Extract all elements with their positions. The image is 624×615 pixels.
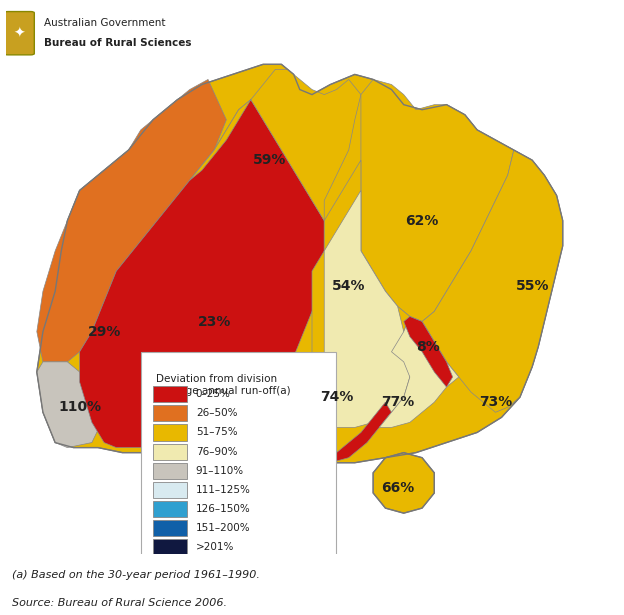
Text: 74%: 74% bbox=[319, 390, 353, 404]
Text: Bureau of Rural Sciences: Bureau of Rural Sciences bbox=[44, 38, 191, 49]
FancyBboxPatch shape bbox=[141, 352, 336, 569]
Text: Source: Bureau of Rural Science 2006.: Source: Bureau of Rural Science 2006. bbox=[12, 598, 227, 608]
Bar bbox=[153, 539, 187, 555]
Bar bbox=[153, 424, 187, 440]
Text: 66%: 66% bbox=[381, 481, 414, 495]
Text: 62%: 62% bbox=[406, 213, 439, 228]
Bar bbox=[153, 443, 187, 459]
Polygon shape bbox=[404, 317, 452, 387]
Text: 23%: 23% bbox=[197, 314, 231, 328]
Bar bbox=[153, 482, 187, 498]
Text: Deviation from division
average annual run-off(a): Deviation from division average annual r… bbox=[156, 375, 291, 396]
Text: 59%: 59% bbox=[253, 153, 286, 167]
Polygon shape bbox=[361, 79, 514, 322]
Text: 8%: 8% bbox=[416, 339, 440, 354]
Text: 77%: 77% bbox=[381, 395, 414, 409]
Text: 111–125%: 111–125% bbox=[196, 485, 251, 495]
Text: 110%: 110% bbox=[58, 400, 101, 415]
Polygon shape bbox=[312, 160, 410, 418]
Text: 0–25%: 0–25% bbox=[196, 389, 231, 399]
Text: 51–75%: 51–75% bbox=[196, 427, 238, 437]
Text: ✦: ✦ bbox=[14, 26, 25, 40]
Text: 91–110%: 91–110% bbox=[196, 466, 244, 476]
Polygon shape bbox=[324, 191, 410, 427]
Text: 26–50%: 26–50% bbox=[196, 408, 237, 418]
Polygon shape bbox=[269, 402, 391, 462]
Text: 29%: 29% bbox=[87, 325, 121, 339]
Text: (a) Based on the 30-year period 1961–1990.: (a) Based on the 30-year period 1961–199… bbox=[12, 570, 260, 580]
Bar bbox=[153, 520, 187, 536]
Polygon shape bbox=[373, 453, 434, 513]
Text: 55%: 55% bbox=[515, 279, 549, 293]
Bar bbox=[153, 501, 187, 517]
Text: Australian Government: Australian Government bbox=[44, 18, 165, 28]
Text: 151–200%: 151–200% bbox=[196, 523, 250, 533]
Polygon shape bbox=[379, 317, 459, 427]
Text: 73%: 73% bbox=[479, 395, 512, 409]
Text: >201%: >201% bbox=[196, 542, 234, 552]
Text: 126–150%: 126–150% bbox=[196, 504, 251, 514]
Bar bbox=[153, 405, 187, 421]
Polygon shape bbox=[37, 79, 227, 362]
Bar bbox=[153, 386, 187, 402]
Text: 54%: 54% bbox=[332, 279, 366, 293]
Polygon shape bbox=[37, 65, 563, 462]
FancyBboxPatch shape bbox=[4, 12, 34, 55]
Text: 76–90%: 76–90% bbox=[196, 446, 237, 456]
Polygon shape bbox=[422, 150, 563, 412]
Polygon shape bbox=[190, 69, 361, 221]
Polygon shape bbox=[80, 100, 324, 448]
Polygon shape bbox=[37, 362, 104, 448]
Bar bbox=[153, 462, 187, 479]
